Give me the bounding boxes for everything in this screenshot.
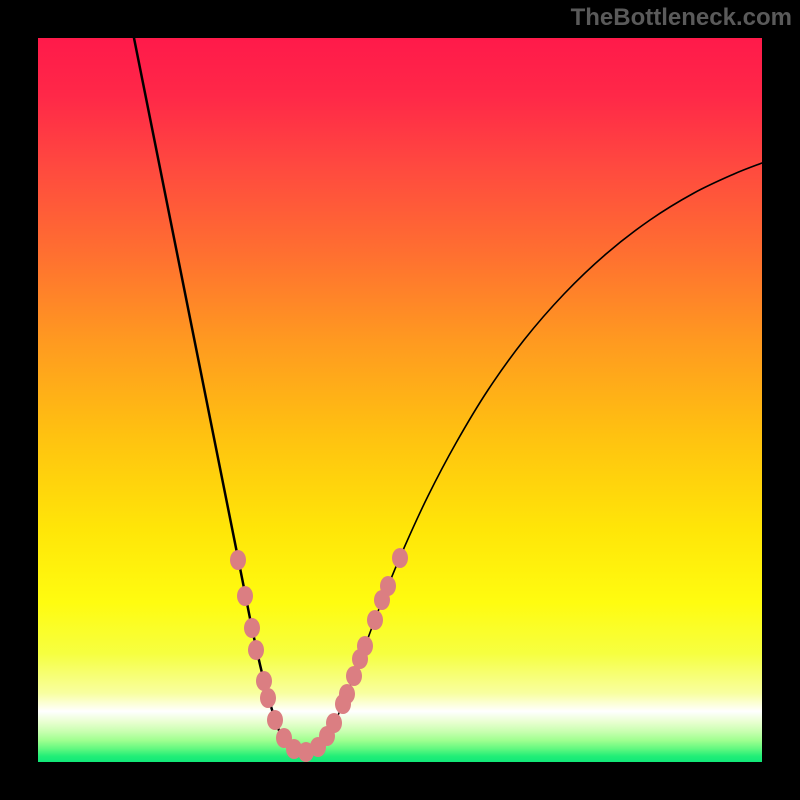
- data-marker: [346, 666, 362, 686]
- plot-area: [38, 38, 762, 762]
- curve-left: [134, 38, 306, 752]
- data-marker: [392, 548, 408, 568]
- data-marker: [256, 671, 272, 691]
- data-marker: [260, 688, 276, 708]
- curve-right: [306, 163, 762, 752]
- data-marker: [267, 710, 283, 730]
- watermark-text: TheBottleneck.com: [571, 4, 792, 32]
- data-marker: [244, 618, 260, 638]
- data-marker: [367, 610, 383, 630]
- plot-svg: [38, 38, 762, 762]
- data-marker: [357, 636, 373, 656]
- data-marker: [237, 586, 253, 606]
- data-marker: [339, 684, 355, 704]
- data-marker: [326, 713, 342, 733]
- chart-container: TheBottleneck.com: [0, 0, 800, 800]
- data-marker: [248, 640, 264, 660]
- data-marker: [380, 576, 396, 596]
- data-marker: [230, 550, 246, 570]
